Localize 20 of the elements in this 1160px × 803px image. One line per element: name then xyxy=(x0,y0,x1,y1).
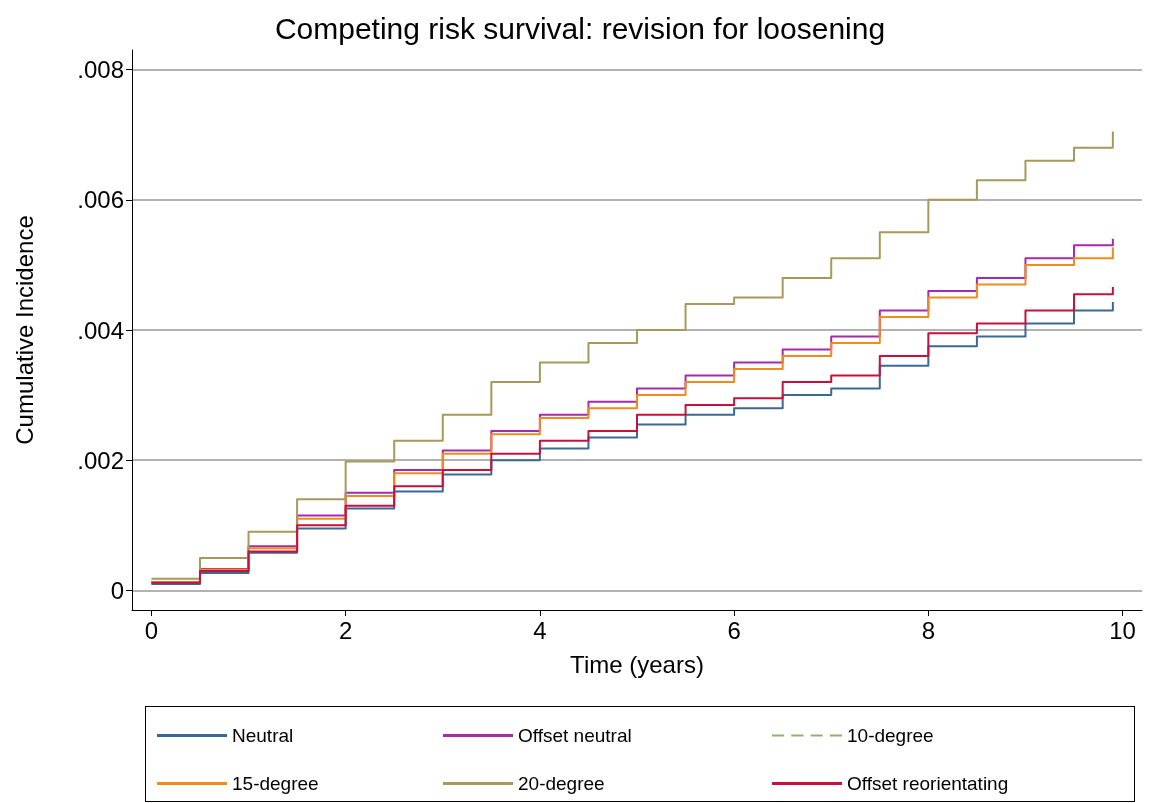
x-tick-label: 6 xyxy=(727,616,741,644)
x-axis-title: Time (years) xyxy=(570,650,704,678)
x-tick-label: 8 xyxy=(921,616,936,644)
legend-label: Offset reorientating xyxy=(847,773,1009,794)
y-tick-label: .002 xyxy=(77,446,124,474)
y-tick-label: .006 xyxy=(77,186,124,214)
y-tick-label: 0 xyxy=(110,576,124,604)
y-axis-title: Cumulative Incidence xyxy=(10,215,38,445)
x-tick-label: 2 xyxy=(338,616,353,644)
x-tick-label: 0 xyxy=(144,616,159,644)
legend-label: 10-degree xyxy=(847,725,934,746)
y-tick-label: .004 xyxy=(77,316,124,344)
x-tick-label: 10 xyxy=(1109,616,1136,644)
y-tick-label: .008 xyxy=(77,56,124,84)
legend-label: 20-degree xyxy=(518,773,605,794)
legend-label: Offset neutral xyxy=(518,725,632,746)
legend-label: Neutral xyxy=(232,725,294,746)
legend-label: 15-degree xyxy=(232,773,319,794)
chart-title: Competing risk survival: revision for loosening xyxy=(274,11,886,45)
x-tick-label: 4 xyxy=(533,616,547,644)
